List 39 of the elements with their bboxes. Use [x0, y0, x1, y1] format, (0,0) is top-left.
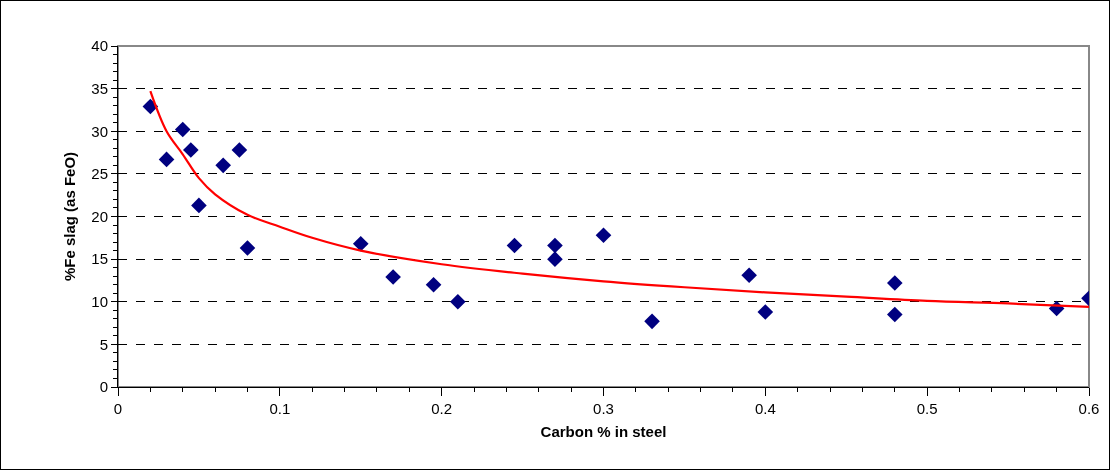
x-tick-label: 0.1	[269, 400, 291, 417]
point	[741, 267, 757, 284]
point	[887, 275, 903, 291]
y-tick-label: 10	[91, 293, 108, 310]
point	[425, 276, 442, 293]
x-tick-label: 0.3	[593, 400, 614, 417]
x-tick-label: 0	[113, 400, 123, 417]
line-series	[149, 90, 1089, 308]
point	[595, 227, 612, 244]
point	[352, 235, 369, 252]
point	[506, 237, 523, 254]
point	[231, 142, 248, 158]
point	[239, 240, 256, 256]
x-tick-label: 0.6	[1078, 400, 1100, 417]
x-axis-title: Carbon % in steel	[540, 423, 667, 440]
point	[191, 197, 207, 214]
y-tick-label: 25	[91, 165, 108, 183]
point	[158, 151, 175, 168]
y-tick-label: 20	[91, 207, 108, 225]
point	[887, 306, 903, 323]
point	[215, 157, 231, 174]
y-tick-label: 5	[99, 335, 108, 353]
point	[450, 293, 466, 310]
point	[757, 304, 774, 320]
y-tick-label: 30	[91, 122, 108, 140]
y-tick-label: 15	[91, 250, 108, 268]
point	[385, 269, 401, 285]
y-axis-title: %Fe slag (as FeO)	[60, 151, 78, 282]
point	[644, 313, 660, 330]
y-tick-label: 40	[91, 37, 108, 55]
point	[547, 237, 563, 254]
x-tick-label: 0.2	[431, 400, 453, 417]
x-tick-label: 0.4	[754, 400, 776, 417]
y-tick-label: 35	[91, 79, 108, 97]
point	[174, 121, 191, 138]
point	[547, 251, 563, 267]
point	[183, 142, 199, 158]
x-tick-label: 0.5	[916, 400, 938, 417]
y-tick-label: 0	[99, 378, 108, 396]
